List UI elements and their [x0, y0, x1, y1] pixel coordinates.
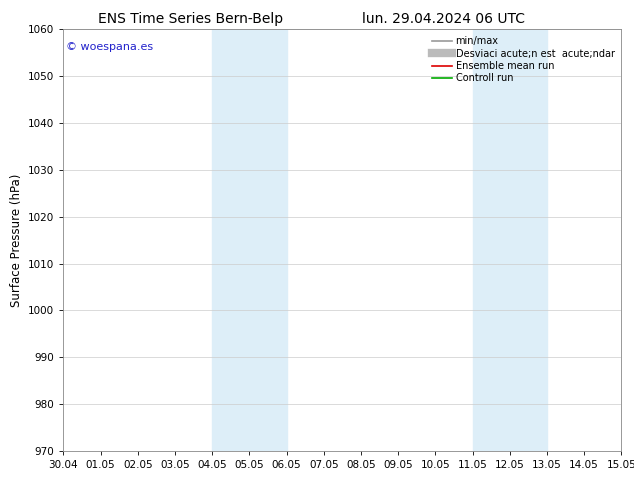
Text: lun. 29.04.2024 06 UTC: lun. 29.04.2024 06 UTC — [362, 12, 526, 26]
Y-axis label: Surface Pressure (hPa): Surface Pressure (hPa) — [10, 173, 23, 307]
Text: © woespana.es: © woespana.es — [66, 42, 153, 52]
Legend: min/max, Desviaci acute;n est  acute;ndar, Ensemble mean run, Controll run: min/max, Desviaci acute;n est acute;ndar… — [429, 32, 618, 87]
Bar — [472, 29, 547, 451]
Bar — [212, 29, 287, 451]
Text: ENS Time Series Bern-Belp: ENS Time Series Bern-Belp — [98, 12, 283, 26]
